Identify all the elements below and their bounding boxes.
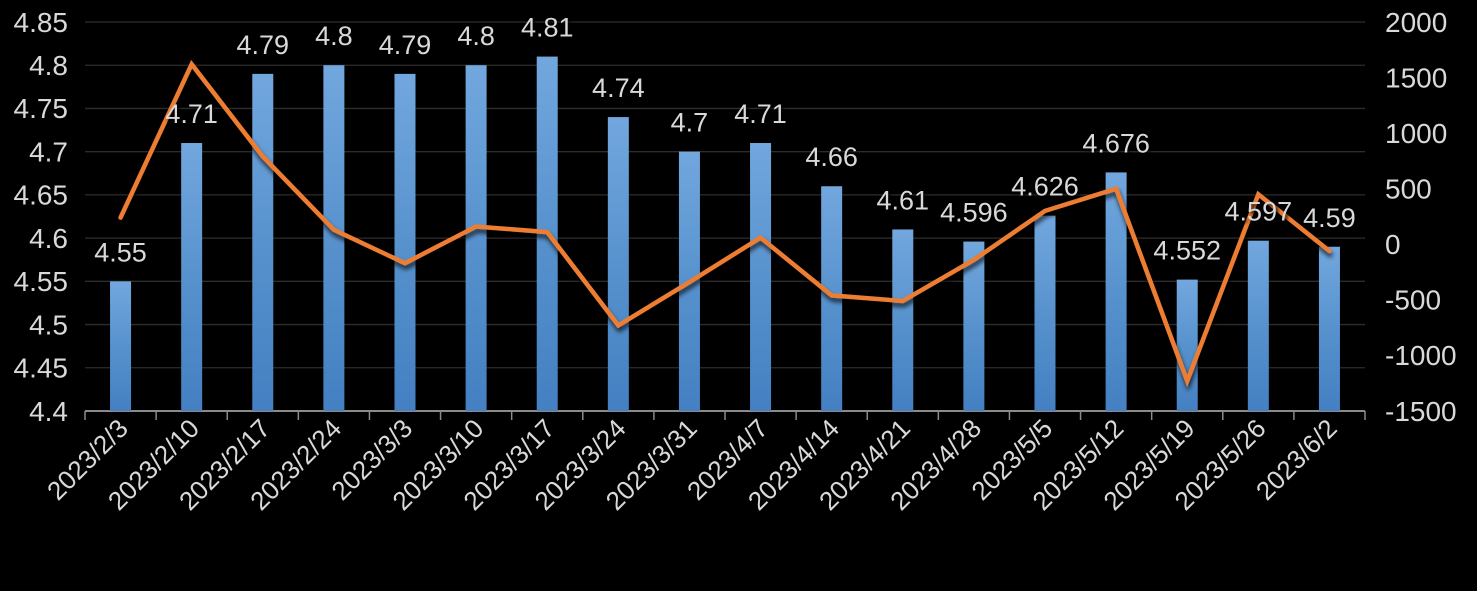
y-axis-right-label: 500 (1385, 174, 1432, 205)
bar-value-label: 4.626 (1011, 172, 1079, 202)
bar-value-label: 4.676 (1082, 128, 1150, 158)
bar (181, 143, 203, 411)
bar-value-label: 4.59 (1303, 203, 1356, 233)
y-axis-right-label: -1000 (1385, 340, 1457, 371)
y-axis-right-label: -1500 (1385, 396, 1457, 427)
bar (394, 73, 416, 411)
y-axis-left-label: 4.55 (14, 266, 69, 297)
y-axis-left-label: 4.65 (14, 180, 69, 211)
trend-line (118, 59, 1332, 388)
bar-value-label: 4.71 (165, 99, 218, 129)
bar (323, 65, 345, 411)
y-axis-right-label: 2000 (1385, 7, 1447, 38)
bar-value-label: 4.552 (1153, 236, 1221, 266)
bar (1105, 172, 1127, 411)
y-axis-left-label: 4.5 (29, 309, 68, 340)
y-axis-left-label: 4.4 (29, 396, 68, 427)
bar (1318, 246, 1340, 411)
bar-value-label: 4.7 (671, 108, 709, 138)
bar (1176, 279, 1198, 411)
bar-value-label: 4.79 (236, 30, 289, 60)
bar-value-label: 4.8 (315, 21, 353, 51)
y-axis-left-label: 4.75 (14, 93, 69, 124)
y-axis-left-label: 4.8 (29, 50, 68, 81)
bar (963, 241, 985, 411)
bar (607, 117, 629, 411)
y-axis-left-label: 4.85 (14, 7, 69, 38)
bar-value-label: 4.74 (592, 73, 645, 103)
bar (110, 281, 132, 411)
y-axis-left-label: 4.6 (29, 223, 68, 254)
bar-value-label: 4.597 (1225, 197, 1293, 227)
bar (465, 65, 487, 411)
bar (821, 186, 843, 411)
bar-value-label: 4.55 (94, 237, 147, 267)
y-axis-right-label: 1000 (1385, 118, 1447, 149)
y-axis-left-label: 4.7 (29, 136, 68, 167)
y-axis-right-label: 1500 (1385, 62, 1447, 93)
bar (892, 229, 914, 411)
bar-value-label: 4.71 (734, 99, 787, 129)
bar-value-label: 4.81 (521, 13, 574, 43)
bar (750, 143, 772, 411)
y-axis-right-label: 0 (1385, 229, 1401, 260)
y-axis-left-label: 4.45 (14, 353, 69, 384)
bar-value-label: 4.79 (379, 30, 432, 60)
bar (1034, 215, 1056, 411)
bar (252, 73, 274, 411)
bar (1247, 240, 1269, 411)
y-axis-right-label: -500 (1385, 285, 1441, 316)
bar-value-label: 4.8 (457, 21, 495, 51)
bar-value-label: 4.596 (940, 198, 1008, 228)
bar-value-label: 4.61 (876, 185, 929, 215)
bar-value-label: 4.66 (805, 142, 858, 172)
